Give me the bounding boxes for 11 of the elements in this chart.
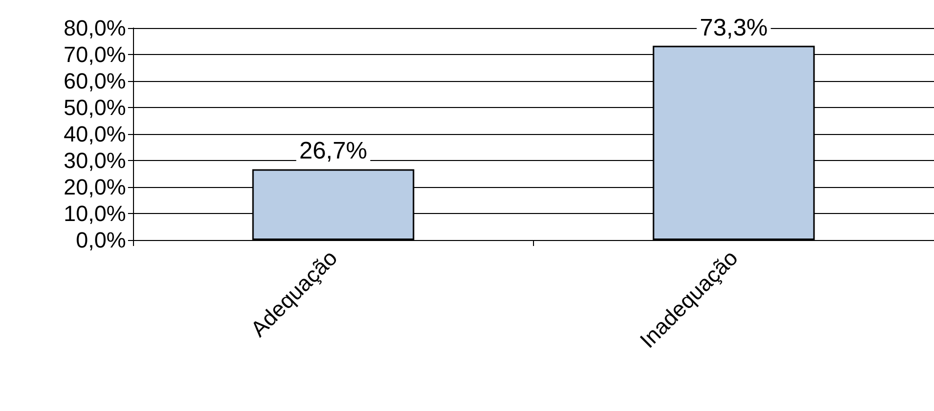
y-tick-label: 60,0% [64, 68, 126, 94]
y-tick-label: 50,0% [64, 95, 126, 120]
y-tick-label: 80,0% [64, 16, 126, 40]
y-tick-label: 40,0% [64, 122, 126, 146]
y-tick-label: 0,0% [76, 228, 126, 252]
data-label: 73,3% [700, 14, 768, 42]
y-tick-label: 70,0% [64, 42, 126, 67]
y-tick-label: 10,0% [64, 201, 126, 226]
y-tick-label: 20,0% [64, 174, 126, 200]
y-tick-label: 30,0% [64, 148, 126, 173]
data-label: 26,7% [299, 138, 368, 165]
